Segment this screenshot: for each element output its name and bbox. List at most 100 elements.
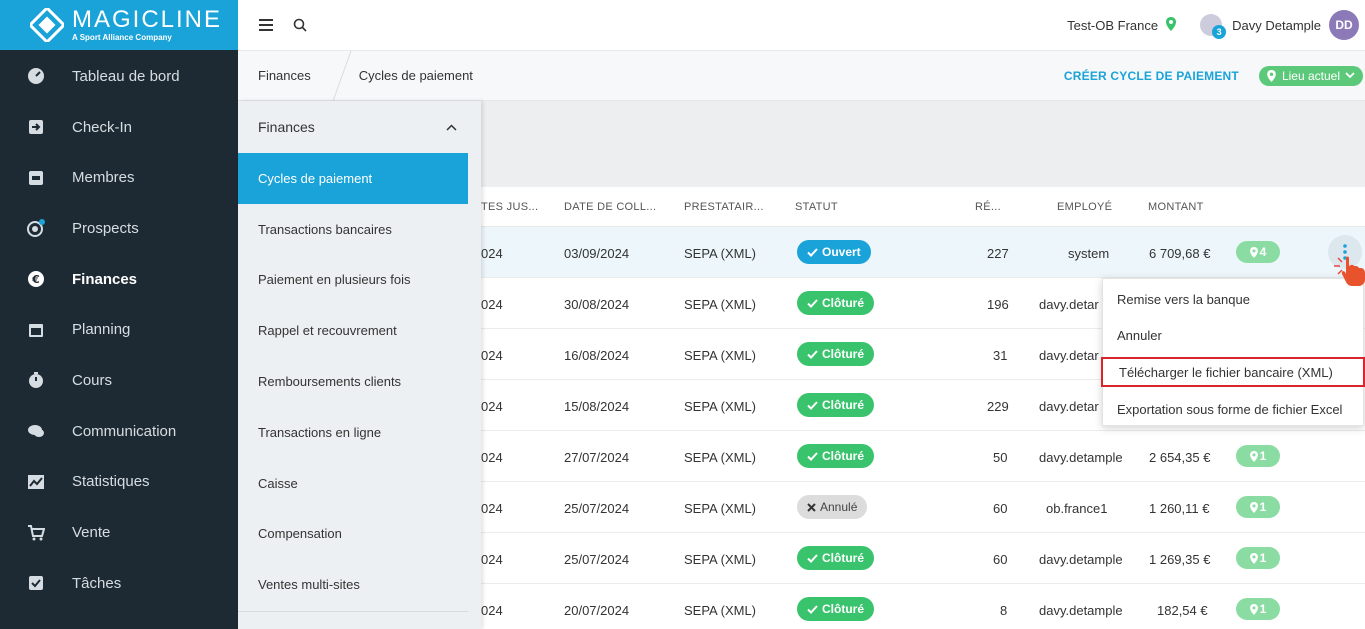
create-payment-cycle-button[interactable]: CRÉER CYCLE DE PAIEMENT xyxy=(1063,68,1239,83)
sidebar-item-label: Cours xyxy=(72,371,113,389)
sidebar-item-finances[interactable]: € Finances xyxy=(0,254,238,305)
cell-provider: SEPA (XML) xyxy=(684,501,757,516)
menu-item-remise-banque[interactable]: Remise vers la banque xyxy=(1117,291,1250,307)
cell-period: 024 xyxy=(481,348,503,363)
sidebar-item-communication[interactable]: Communication xyxy=(0,406,238,457)
column-header[interactable]: STATUT xyxy=(795,201,838,213)
location-count-badge: 1 xyxy=(1236,598,1280,620)
current-location-button[interactable]: Lieu actuel xyxy=(1258,65,1363,86)
status-badge: Annulé xyxy=(797,495,868,519)
sidebar-item-label: Tâches xyxy=(72,574,122,592)
hamburger-menu-icon[interactable] xyxy=(256,15,276,35)
sidebar-item-label: Vente xyxy=(72,524,111,542)
cell-employee: davy.detar xyxy=(1039,297,1099,312)
sidebar-item-cours[interactable]: Cours xyxy=(0,355,238,406)
cell-period: 024 xyxy=(481,552,503,567)
member-card-icon xyxy=(25,167,47,189)
cell-date: 20/07/2024 xyxy=(564,603,630,618)
cell-date: 16/08/2024 xyxy=(564,348,630,363)
submenu-item-rappel-et-recouvrement[interactable]: Rappel et recouvrement xyxy=(258,323,397,339)
location-count-badge: 1 xyxy=(1236,445,1280,467)
brand-logo[interactable]: MAGICLINE A Sport Alliance Company xyxy=(0,0,238,50)
status-label: Clôturé xyxy=(822,347,864,361)
search-icon[interactable] xyxy=(290,15,310,35)
cell-provider: SEPA (XML) xyxy=(684,552,757,567)
current-location-label: Lieu actuel xyxy=(1281,68,1340,83)
submenu-item-ventes-multi-sites[interactable]: Ventes multi-sites xyxy=(258,577,360,593)
breadcrumb-separator xyxy=(332,50,352,101)
menu-item-download-bank-file[interactable]: Télécharger le fichier bancaire (XML) xyxy=(1101,357,1365,387)
sidebar: MAGICLINE A Sport Alliance Company Table… xyxy=(0,0,238,629)
cell-provider: SEPA (XML) xyxy=(684,450,757,465)
cell-count: 50 xyxy=(993,450,1008,465)
finances-submenu: Finances Cycles de paiement Transactions… xyxy=(238,101,481,629)
status-badge: Clôturé xyxy=(797,597,874,621)
cell-amount: 2 654,35 € xyxy=(1149,450,1211,465)
avatar[interactable]: DD xyxy=(1329,10,1359,40)
sidebar-item-membres[interactable]: Membres xyxy=(0,152,238,203)
submenu-item-transactions-bancaires[interactable]: Transactions bancaires xyxy=(258,221,392,237)
menu-item-annuler[interactable]: Annuler xyxy=(1117,327,1162,343)
sidebar-item-check-in[interactable]: Check-In xyxy=(0,102,238,153)
stopwatch-icon xyxy=(25,369,47,391)
status-badge: Clôturé xyxy=(797,546,874,570)
cell-date: 03/09/2024 xyxy=(564,246,630,261)
notification-count: 3 xyxy=(1212,25,1227,39)
cell-employee: ob.france1 xyxy=(1046,501,1108,516)
notifications-icon[interactable]: 3 xyxy=(1200,14,1227,39)
sidebar-item-statistiques[interactable]: Statistiques xyxy=(0,457,238,508)
status-badge: Clôturé xyxy=(797,393,874,417)
column-header[interactable]: MONTANT xyxy=(1148,201,1204,213)
cell-employee: davy.detar xyxy=(1039,399,1099,414)
studio-selector[interactable]: Test-OB France xyxy=(1067,17,1159,33)
submenu-item-caisse[interactable]: Caisse xyxy=(258,475,298,491)
cell-period: 024 xyxy=(481,246,503,261)
location-count: 4 xyxy=(1259,245,1267,259)
column-header[interactable]: TES JUS... xyxy=(481,201,539,213)
check-icon xyxy=(807,400,818,410)
cell-period: 024 xyxy=(481,501,503,516)
submenu-item-compensation[interactable]: Compensation xyxy=(258,526,342,542)
gauge-icon xyxy=(25,65,47,87)
column-header[interactable]: RÉ... xyxy=(975,201,1001,213)
submenu-item-transactions-en-ligne[interactable]: Transactions en ligne xyxy=(258,424,382,440)
checkbox-icon xyxy=(25,572,47,594)
login-icon xyxy=(25,116,47,138)
check-icon xyxy=(807,247,818,257)
menu-item-export-excel[interactable]: Exportation sous forme de fichier Excel xyxy=(1117,401,1343,417)
sidebar-item-label: Check-In xyxy=(72,118,133,136)
main-nav: Tableau de bord Check-In Membres Prospec… xyxy=(0,51,238,609)
location-count: 1 xyxy=(1259,449,1267,463)
column-header[interactable]: PRESTATAIR... xyxy=(684,201,764,213)
cell-amount: 1 260,11 € xyxy=(1149,501,1210,516)
sidebar-item-planning[interactable]: Planning xyxy=(0,304,238,355)
cell-amount: 1 269,35 € xyxy=(1149,552,1211,567)
cell-employee: davy.detar xyxy=(1039,348,1099,363)
column-header[interactable]: EMPLOYÉ xyxy=(1057,201,1113,213)
column-header[interactable]: DATE DE COLL... xyxy=(564,201,657,213)
row-actions-button[interactable] xyxy=(1328,235,1362,269)
svg-text:€: € xyxy=(31,273,40,286)
cell-period: 024 xyxy=(481,450,503,465)
sidebar-item-taches[interactable]: Tâches xyxy=(0,558,238,609)
sidebar-item-vente[interactable]: Vente xyxy=(0,507,238,558)
submenu-item-cycles-de-paiement[interactable]: Cycles de paiement xyxy=(238,153,468,204)
location-count: 1 xyxy=(1259,551,1267,565)
breadcrumb-current: Cycles de paiement xyxy=(358,68,473,83)
user-name[interactable]: Davy Detample xyxy=(1232,17,1321,33)
cell-period: 024 xyxy=(481,399,503,414)
submenu-title: Finances xyxy=(258,119,315,135)
magicline-logo-icon xyxy=(27,5,67,45)
chevron-up-icon xyxy=(446,123,457,131)
submenu-item-paiement-en-plusieurs-fois[interactable]: Paiement en plusieurs fois xyxy=(258,272,411,288)
cell-count: 227 xyxy=(987,246,1009,261)
location-count-badge: 1 xyxy=(1236,496,1280,518)
breadcrumb-finances[interactable]: Finances xyxy=(258,68,311,83)
submenu-item-remboursements-clients[interactable]: Remboursements clients xyxy=(258,374,402,390)
submenu-header[interactable]: Finances xyxy=(238,101,481,153)
sidebar-item-tableau-de-bord[interactable]: Tableau de bord xyxy=(0,51,238,102)
cell-count: 229 xyxy=(987,399,1009,414)
check-icon xyxy=(807,349,818,359)
sidebar-item-prospects[interactable]: Prospects xyxy=(0,203,238,254)
location-pin-icon xyxy=(1267,69,1276,82)
